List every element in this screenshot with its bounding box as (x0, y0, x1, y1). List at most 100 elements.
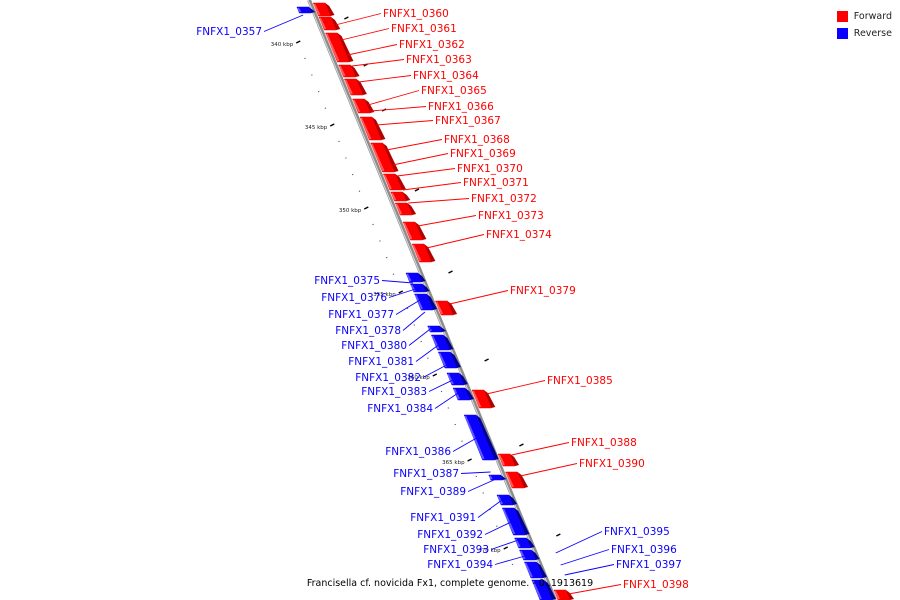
forward-tick-mark (519, 443, 524, 447)
gene-features (296, 2, 574, 600)
reverse-gene (296, 6, 316, 14)
tick-mark (432, 373, 438, 377)
gene-leader-line (490, 539, 519, 550)
gene-leader-line (341, 28, 390, 41)
gene-label: FNFX1_0361 (391, 23, 457, 35)
gene-leader-line (494, 555, 526, 565)
forward-gene (344, 78, 367, 96)
forward-gene (359, 116, 386, 141)
reverse-gene (437, 351, 461, 369)
tick-mark (329, 123, 335, 127)
gene-label: FNFX1_0378 (335, 325, 401, 337)
gene-leader-line (376, 120, 434, 126)
forward-gene (402, 221, 427, 241)
gene-leader-line (381, 280, 414, 284)
forward-gene (553, 589, 574, 600)
reverse-gene (446, 372, 468, 386)
gene-labels: FNFX1_0360 FNFX1_0361 FNFX1_0362 FNFX1_0363… (196, 8, 689, 595)
gene-label: FNFX1_0392 (417, 529, 483, 541)
gene-leader-line (484, 521, 512, 535)
gene-leader-line (520, 463, 578, 477)
gene-leader-line (402, 182, 462, 191)
gene-label: FNFX1_0370 (457, 163, 523, 175)
tick-mark (363, 206, 369, 210)
gene-leader-line (426, 234, 485, 249)
gene-leader-line (263, 14, 304, 32)
gene-label: FNFX1_0369 (450, 148, 516, 160)
reverse-gene (531, 579, 556, 600)
gene-leader-line (388, 288, 416, 298)
gene-label: FNFX1_0387 (393, 468, 459, 480)
reverse-gene (405, 272, 426, 283)
forward-gene (394, 202, 417, 216)
gene-leader-line (335, 13, 382, 26)
gene-label: FNFX1_0379 (510, 285, 576, 297)
forward-gene (312, 2, 335, 17)
tick-label: 345 kbp (305, 125, 328, 131)
forward-gene (497, 453, 520, 467)
gene-label: FNFX1_0372 (471, 193, 537, 205)
gene-leader-line (452, 437, 477, 452)
tick-mark (295, 40, 301, 44)
gene-leader-line (511, 442, 570, 456)
gene-leader-line (486, 380, 546, 395)
gene-leader-line (449, 290, 509, 305)
gene-label: FNFX1_0367 (435, 115, 501, 127)
gene-label: FNFX1_0380 (341, 340, 407, 352)
gene-label: FNFX1_0395 (604, 526, 670, 538)
gene-label: FNFX1_0394 (427, 559, 493, 571)
gene-leader-line (434, 392, 459, 409)
gene-leader-line (367, 90, 420, 106)
gene-label: FNFX1_0374 (486, 229, 552, 241)
tick-mark (503, 546, 508, 550)
gene-leader-line (428, 379, 453, 392)
forward-gene (411, 243, 436, 263)
gene-leader-line (395, 299, 421, 315)
gene-label: FNFX1_0398 (623, 579, 689, 591)
gene-leader-line (408, 198, 470, 204)
reverse-gene (430, 334, 454, 351)
gene-label: FNFX1_0368 (444, 134, 510, 146)
gene-label: FNFX1_0391 (410, 512, 476, 524)
forward-tick-mark (556, 533, 561, 537)
forward-gene (352, 98, 375, 114)
gene-leader-line (555, 531, 603, 554)
forward-tick-mark (448, 270, 453, 274)
gene-leader-line (386, 139, 443, 151)
gene-leader-line (402, 311, 426, 331)
tick-label: 360 kbp (407, 375, 430, 381)
gene-label: FNFX1_0371 (463, 177, 529, 189)
gene-leader-line (417, 215, 477, 227)
gene-label: FNFX1_0382 (355, 372, 421, 384)
tick-mark (467, 458, 472, 462)
forward-gene (390, 191, 411, 202)
gene-label: FNFX1_0373 (478, 210, 544, 222)
gene-leader-line (568, 584, 622, 595)
gene-label: FNFX1_0366 (428, 101, 494, 113)
reverse-gene (410, 283, 430, 293)
gene-leader-line (397, 168, 456, 177)
legend-forward-swatch (836, 11, 848, 22)
legend-reverse: Reverse (836, 25, 892, 42)
gene-leader-line (477, 499, 503, 518)
gene-label: FNFX1_0375 (314, 275, 380, 287)
gene-label: FNFX1_0376 (321, 292, 387, 304)
gene-leader-line (370, 106, 427, 112)
gene-leader-line (467, 479, 494, 492)
forward-tick-mark (414, 188, 420, 192)
forward-gene (435, 300, 458, 316)
gene-leader-line (358, 75, 412, 83)
tick-mark (398, 290, 404, 294)
reverse-gene (488, 474, 507, 481)
reverse-gene (414, 293, 438, 311)
legend-reverse-swatch (836, 28, 848, 39)
forward-gene (382, 173, 406, 191)
gene-label: FNFX1_0363 (406, 54, 472, 66)
gene-leader-line (347, 44, 398, 56)
gene-leader-line (422, 364, 447, 378)
reverse-gene (524, 561, 547, 579)
legend: Forward Reverse (836, 8, 892, 42)
tick-label: 355 kbp (373, 292, 396, 298)
forward-tick-mark (344, 16, 349, 20)
